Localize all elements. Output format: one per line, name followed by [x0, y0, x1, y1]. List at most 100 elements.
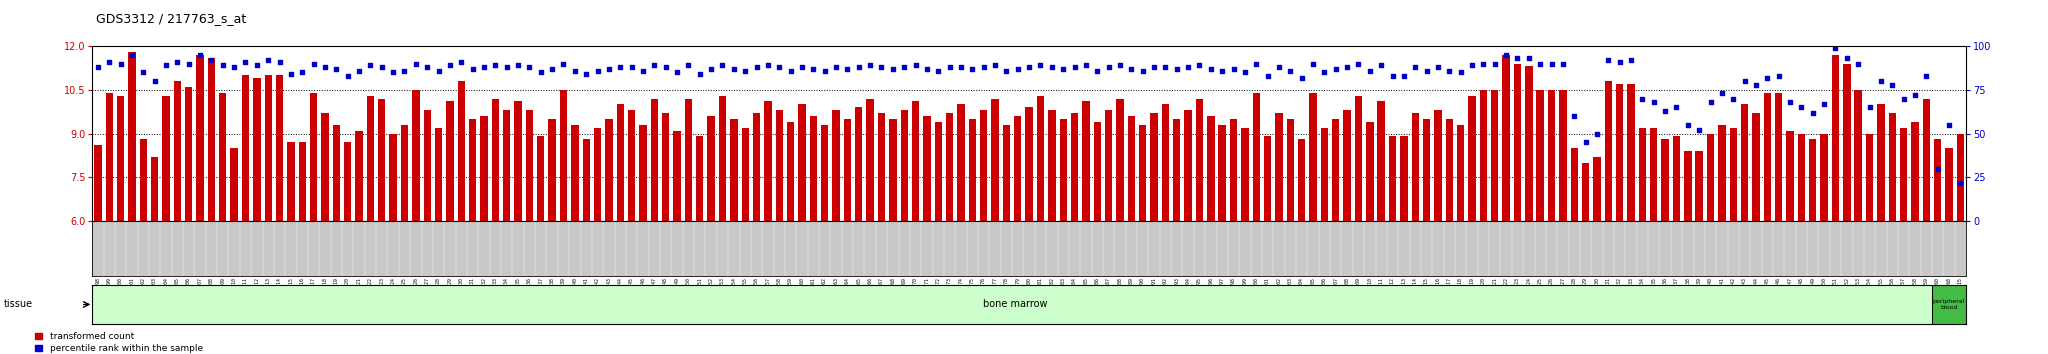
Bar — [1901, 128, 1907, 221]
Point — [377, 69, 410, 75]
Point — [1761, 73, 1794, 79]
Point — [1421, 64, 1454, 70]
Bar — [946, 113, 952, 221]
Point — [1012, 64, 1044, 70]
Bar — [309, 93, 317, 221]
Point — [842, 64, 874, 70]
Bar — [1423, 119, 1430, 221]
Point — [1671, 122, 1704, 128]
Bar — [1128, 116, 1135, 221]
Point — [92, 59, 125, 65]
Point — [387, 68, 422, 73]
Point — [877, 66, 909, 72]
Bar — [1571, 148, 1577, 221]
Bar — [616, 104, 625, 221]
Bar — [856, 107, 862, 221]
Bar — [1049, 110, 1055, 221]
Bar — [1683, 151, 1692, 221]
Point — [547, 61, 580, 66]
Bar — [1651, 128, 1657, 221]
Point — [1729, 78, 1761, 84]
Bar — [1628, 84, 1634, 221]
Bar — [129, 52, 135, 221]
Point — [332, 73, 365, 79]
Point — [1341, 61, 1374, 66]
Bar — [786, 122, 795, 221]
Point — [1716, 96, 1749, 101]
Point — [1841, 61, 1874, 66]
Point — [1411, 68, 1444, 73]
Bar — [242, 75, 250, 221]
Bar — [1276, 113, 1282, 221]
Point — [524, 69, 557, 75]
Bar — [446, 102, 453, 221]
Bar — [1081, 102, 1090, 221]
Bar — [162, 96, 170, 221]
Bar — [1661, 139, 1669, 221]
Bar — [1798, 133, 1804, 221]
Bar — [1888, 113, 1896, 221]
Bar — [1866, 133, 1874, 221]
Point — [1399, 64, 1432, 70]
Bar — [1956, 133, 1964, 221]
Point — [1661, 104, 1694, 110]
Point — [1239, 61, 1272, 66]
Point — [1161, 66, 1194, 72]
Bar — [1581, 163, 1589, 221]
Point — [1536, 61, 1569, 66]
Bar — [1878, 104, 1884, 221]
Bar — [1696, 151, 1702, 221]
Point — [1921, 166, 1954, 171]
Bar — [1139, 125, 1147, 221]
Bar — [1946, 148, 1952, 221]
Point — [207, 62, 240, 68]
Bar — [1378, 102, 1384, 221]
Bar — [254, 78, 260, 221]
Point — [1706, 91, 1739, 96]
Point — [569, 71, 602, 77]
Point — [809, 68, 842, 73]
Point — [262, 59, 297, 65]
Point — [582, 68, 614, 73]
Bar — [1763, 93, 1772, 221]
Point — [1694, 99, 1726, 105]
Point — [1184, 62, 1217, 68]
Point — [1194, 66, 1227, 72]
Point — [1501, 56, 1534, 61]
Bar — [639, 125, 647, 221]
Bar — [1389, 137, 1397, 221]
Bar — [707, 116, 715, 221]
Point — [1751, 75, 1784, 80]
Bar — [1536, 90, 1544, 221]
Bar — [1491, 90, 1499, 221]
Bar — [889, 119, 897, 221]
Bar — [207, 58, 215, 221]
Bar — [1206, 116, 1214, 221]
Point — [1319, 66, 1352, 72]
Point — [309, 64, 342, 70]
Bar — [1526, 67, 1532, 221]
Point — [989, 68, 1022, 73]
Point — [1796, 110, 1829, 115]
Bar — [1776, 93, 1782, 221]
Point — [649, 64, 682, 70]
Point — [1296, 61, 1329, 66]
Bar — [1503, 55, 1509, 221]
Point — [287, 69, 319, 75]
Bar — [197, 55, 203, 221]
Point — [1229, 69, 1262, 75]
Bar — [741, 128, 750, 221]
Point — [831, 66, 864, 72]
Point — [1206, 68, 1239, 73]
Point — [662, 69, 694, 75]
Point — [729, 68, 762, 73]
Bar — [106, 93, 113, 221]
Point — [512, 64, 545, 70]
Bar — [1321, 128, 1327, 221]
Bar — [1059, 119, 1067, 221]
Bar — [139, 139, 147, 221]
Text: bone marrow: bone marrow — [983, 299, 1047, 309]
Bar — [1253, 93, 1260, 221]
Point — [172, 61, 205, 66]
Bar — [1264, 137, 1272, 221]
